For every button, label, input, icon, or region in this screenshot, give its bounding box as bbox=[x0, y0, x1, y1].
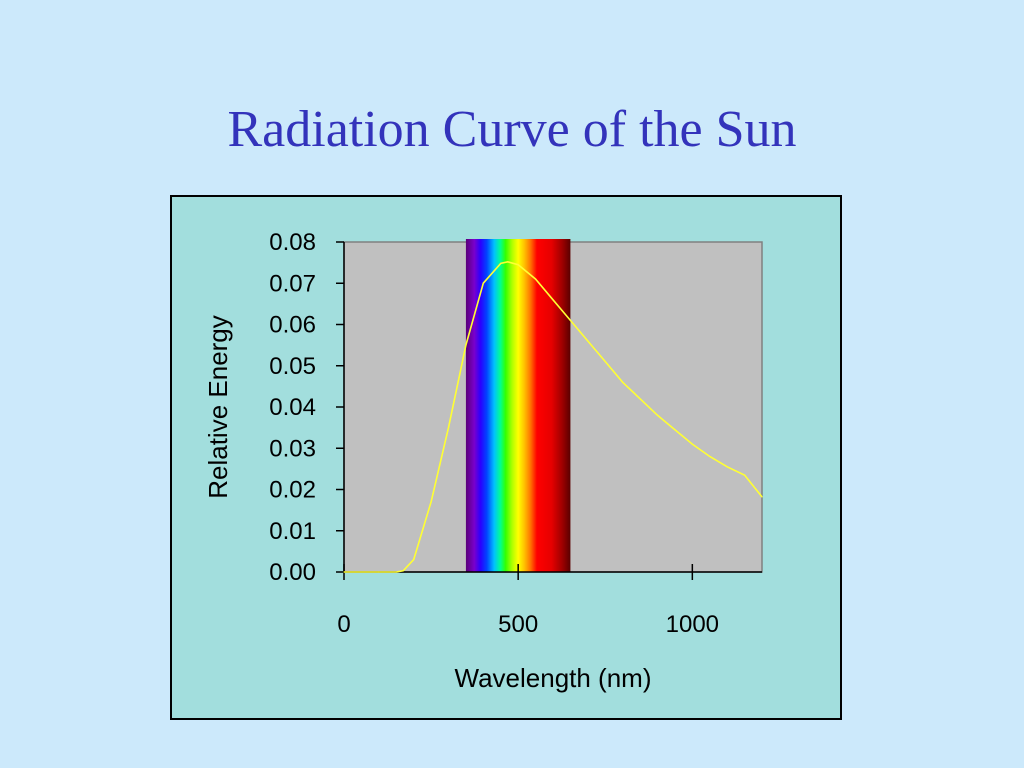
data-point bbox=[465, 344, 467, 346]
radiation-curve-line bbox=[344, 260, 763, 573]
y-tick-label: 0.08 bbox=[269, 229, 316, 256]
chart-panel: 0.00 0.01 0.02 0.03 0.04 0.05 0.06 0.07 0.08 0 500… bbox=[170, 195, 842, 720]
data-point bbox=[517, 264, 519, 266]
y-axis-title: Relative Energy bbox=[203, 315, 233, 499]
data-point bbox=[726, 466, 728, 468]
data-point bbox=[709, 455, 711, 458]
data-point bbox=[691, 443, 693, 445]
y-tick-label: 0.01 bbox=[269, 518, 316, 545]
data-point bbox=[639, 398, 641, 400]
y-tick-label: 0.06 bbox=[269, 312, 316, 339]
data-point bbox=[674, 429, 676, 431]
data-point bbox=[447, 427, 450, 429]
data-point bbox=[507, 261, 509, 263]
y-tick-label: 0.05 bbox=[269, 353, 316, 380]
data-point bbox=[395, 571, 397, 573]
data-point bbox=[622, 381, 624, 383]
chart: 0.00 0.01 0.02 0.03 0.04 0.05 0.06 0.07 0.08 0 500… bbox=[203, 229, 763, 693]
data-point bbox=[534, 278, 537, 280]
data-point bbox=[413, 559, 415, 561]
y-tick-label: 0.07 bbox=[269, 270, 316, 297]
x-axis-title: Wavelength (nm) bbox=[455, 663, 652, 693]
x-tick-label: 0 bbox=[337, 611, 350, 638]
data-point bbox=[569, 319, 572, 321]
visible-spectrum-band bbox=[465, 239, 571, 572]
data-point bbox=[587, 340, 589, 342]
data-point bbox=[761, 496, 763, 498]
y-tick-label: 0.02 bbox=[269, 477, 316, 504]
data-point bbox=[552, 299, 554, 301]
data-point bbox=[656, 414, 659, 416]
x-tick-label: 500 bbox=[498, 611, 538, 638]
data-point bbox=[604, 361, 606, 363]
data-point bbox=[430, 501, 432, 503]
y-tick-label: 0.00 bbox=[269, 559, 316, 586]
data-point bbox=[743, 474, 746, 476]
x-tick-label: 1000 bbox=[666, 611, 719, 638]
data-point bbox=[343, 571, 345, 573]
data-point bbox=[482, 282, 484, 284]
y-tick-label: 0.03 bbox=[269, 435, 316, 462]
slide-title: Radiation Curve of the Sun bbox=[227, 101, 797, 158]
data-point bbox=[378, 571, 380, 573]
y-tick-label: 0.04 bbox=[269, 394, 316, 421]
data-point bbox=[402, 570, 404, 572]
data-point bbox=[500, 262, 502, 265]
